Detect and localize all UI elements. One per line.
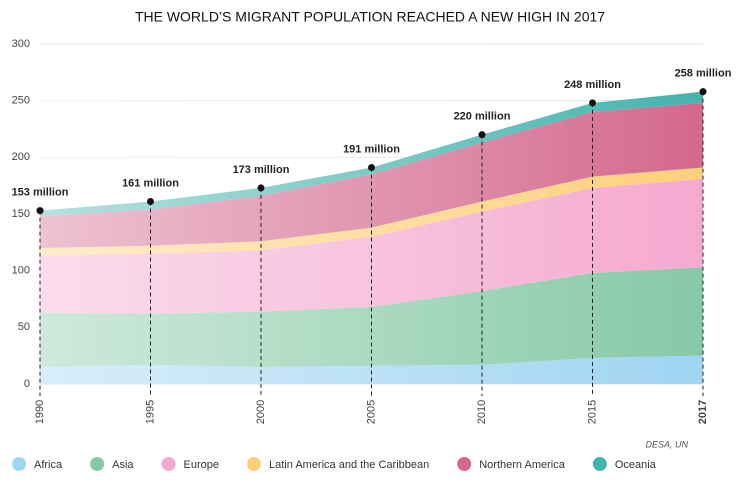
y-tick-label: 150 xyxy=(12,208,30,220)
legend-label: Asia xyxy=(112,459,134,471)
total-label: 161 million xyxy=(122,177,179,189)
y-tick-label: 0 xyxy=(24,378,30,390)
fade-overlay xyxy=(40,44,703,384)
total-label: 248 million xyxy=(564,79,621,91)
y-tick-label: 50 xyxy=(18,321,30,333)
legend-swatch xyxy=(247,457,262,471)
chart-title: THE WORLD’S MIGRANT POPULATION REACHED A… xyxy=(135,9,605,25)
legend-swatch xyxy=(90,457,105,471)
y-tick-label: 250 xyxy=(12,95,30,107)
total-label: 191 million xyxy=(343,143,400,155)
x-tick-label: 2005 xyxy=(365,400,377,424)
total-dot xyxy=(368,164,375,172)
source: DESA, UN xyxy=(645,439,688,449)
total-label: 258 million xyxy=(675,68,732,80)
legend-swatch xyxy=(592,457,607,471)
legend-swatch xyxy=(12,457,26,471)
total-dot xyxy=(589,99,596,107)
legend-label: Africa xyxy=(34,459,63,471)
y-tick-label: 300 xyxy=(12,38,30,50)
y-tick-label: 200 xyxy=(12,151,30,163)
total-label: 220 million xyxy=(454,111,511,123)
total-dot xyxy=(36,207,44,215)
y-tick-label: 100 xyxy=(12,265,30,277)
total-dot xyxy=(147,198,154,206)
x-tick-label: 2015 xyxy=(586,400,598,424)
total-dot xyxy=(699,88,707,96)
total-dot xyxy=(257,184,265,192)
x-tick-label: 1990 xyxy=(34,400,46,424)
legend-swatch xyxy=(161,457,176,471)
x-tick-label: 1995 xyxy=(144,400,156,424)
x-tick-label: 2010 xyxy=(476,400,488,424)
legend-label: Oceania xyxy=(615,459,657,471)
total-label: 153 million xyxy=(12,187,69,199)
x-tick-label: 2000 xyxy=(255,400,267,424)
legend-label: Northern America xyxy=(479,459,565,471)
legend-label: Latin America and the Caribbean xyxy=(269,459,429,471)
legend-swatch xyxy=(457,457,472,471)
total-dot xyxy=(478,131,486,139)
x-tick-label: 2017 xyxy=(697,400,709,424)
total-label: 173 million xyxy=(233,164,290,176)
legend-label: Europe xyxy=(184,459,219,471)
